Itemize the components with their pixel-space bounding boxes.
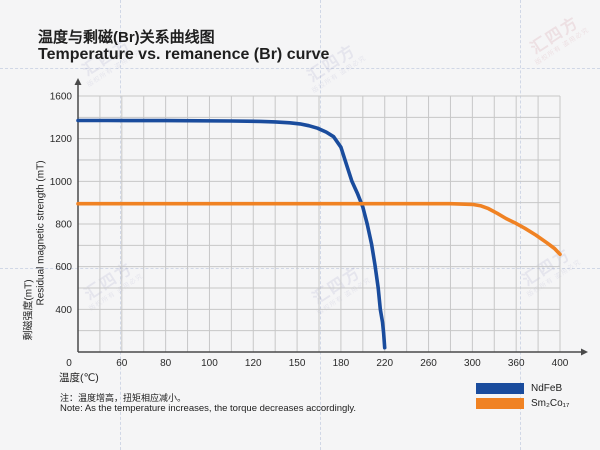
legend-label: Sm₂Co₁₇ xyxy=(531,398,570,409)
x-tick-label: 260 xyxy=(420,358,437,369)
x-tick-label: 300 xyxy=(464,358,481,369)
x-tick-label: 180 xyxy=(333,358,350,369)
x-axis-arrow xyxy=(581,348,588,356)
note-en: Note: As the temperature increases, the … xyxy=(60,403,357,414)
x-axis-title: 温度(℃) xyxy=(59,372,99,384)
x-tick-label: 400 xyxy=(552,358,569,369)
y-tick-label: 400 xyxy=(55,305,72,316)
x-tick-label: 80 xyxy=(160,358,172,369)
page-title-zh: 温度与剩磁(Br)关系曲线图 xyxy=(38,29,215,46)
series-smco xyxy=(76,201,562,257)
legend-label: NdFeB xyxy=(531,383,563,394)
legend-item: Sm₂Co₁₇ xyxy=(476,397,569,410)
y-tick-label: 1000 xyxy=(50,177,73,188)
legend-swatch xyxy=(476,383,524,394)
y-tick-label: 1200 xyxy=(50,134,73,145)
x-tick-label: 220 xyxy=(376,358,393,369)
page-title-en: Temperature vs. remanence (Br) curve xyxy=(38,46,330,63)
series-ndfeb xyxy=(76,118,387,350)
y-tick-label: 1600 xyxy=(50,92,73,103)
x-tick-label: 120 xyxy=(245,358,262,369)
y-tick-label: 600 xyxy=(55,262,72,273)
x-tick-label: 360 xyxy=(508,358,525,369)
note-zh: 注：温度增高，扭矩相应减小。 xyxy=(60,393,187,403)
legend-swatch xyxy=(476,398,524,409)
chart-legend: NdFeB Sm₂Co₁₇ xyxy=(476,382,569,412)
legend-item: NdFeB xyxy=(476,382,569,395)
y-axis-arrow xyxy=(74,78,82,85)
x-tick-label: 100 xyxy=(201,358,218,369)
x-tick-label: 150 xyxy=(289,358,306,369)
origin-tick-label: 0 xyxy=(66,358,72,369)
x-tick-label: 60 xyxy=(116,358,128,369)
y-tick-label: 800 xyxy=(55,220,72,231)
